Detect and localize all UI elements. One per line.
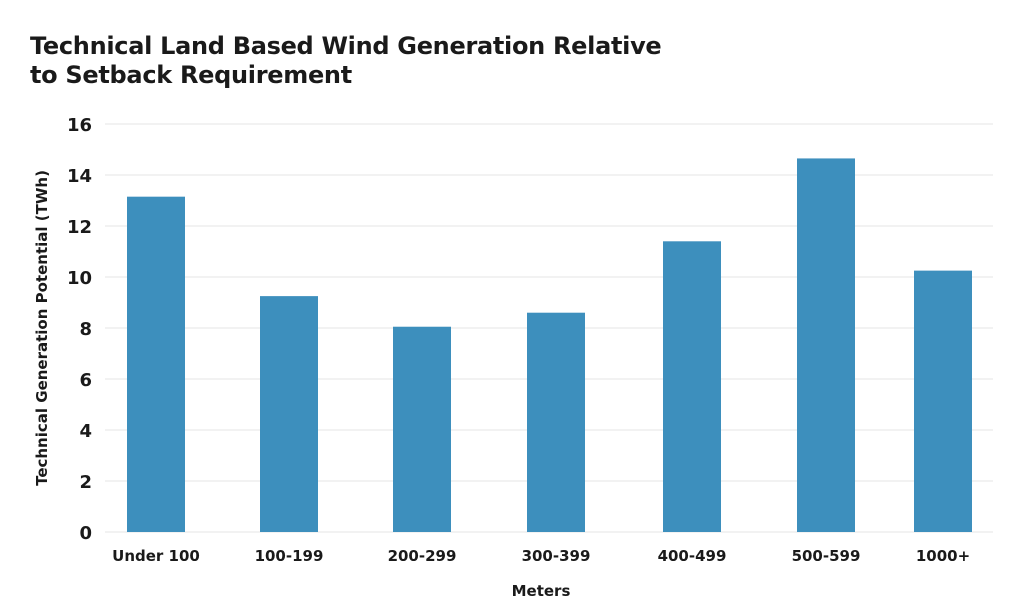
x-tick-label: 100-199 xyxy=(255,547,324,565)
x-tick-label: Under 100 xyxy=(112,547,200,565)
bar-300-399 xyxy=(527,312,585,532)
y-axis-ticks: 0 2 4 6 8 10 12 14 16 xyxy=(67,115,92,544)
y-axis-title: Technical Generation Potential (TWh) xyxy=(33,170,51,486)
x-tick-label: 1000+ xyxy=(916,547,970,565)
y-tick-label: 4 xyxy=(79,421,92,442)
bars xyxy=(127,158,972,533)
bar-under-100 xyxy=(127,196,185,533)
y-tick-label: 0 xyxy=(79,523,92,544)
y-tick-label: 8 xyxy=(79,319,92,340)
y-tick-label: 10 xyxy=(67,268,92,289)
x-axis-title: Meters xyxy=(512,582,571,600)
bar-1000 xyxy=(914,270,972,532)
x-tick-label: 300-399 xyxy=(522,547,591,565)
bar-100-199 xyxy=(260,296,318,532)
x-tick-label: 200-299 xyxy=(388,547,457,565)
bar-400-499 xyxy=(663,241,721,533)
y-tick-label: 2 xyxy=(79,472,92,493)
x-axis-ticks: Under 100 100-199 200-299 300-399 400-499 500… xyxy=(112,547,970,565)
x-tick-label: 500-599 xyxy=(792,547,861,565)
x-tick-label: 400-499 xyxy=(658,547,727,565)
y-tick-label: 6 xyxy=(79,370,92,391)
y-tick-label: 16 xyxy=(67,115,92,136)
y-tick-label: 14 xyxy=(67,166,92,187)
bar-500-599 xyxy=(797,158,855,533)
y-tick-label: 12 xyxy=(67,217,92,238)
bar-200-299 xyxy=(393,326,451,532)
chart-title: Technical Land Based Wind Generation Rel… xyxy=(30,32,662,89)
